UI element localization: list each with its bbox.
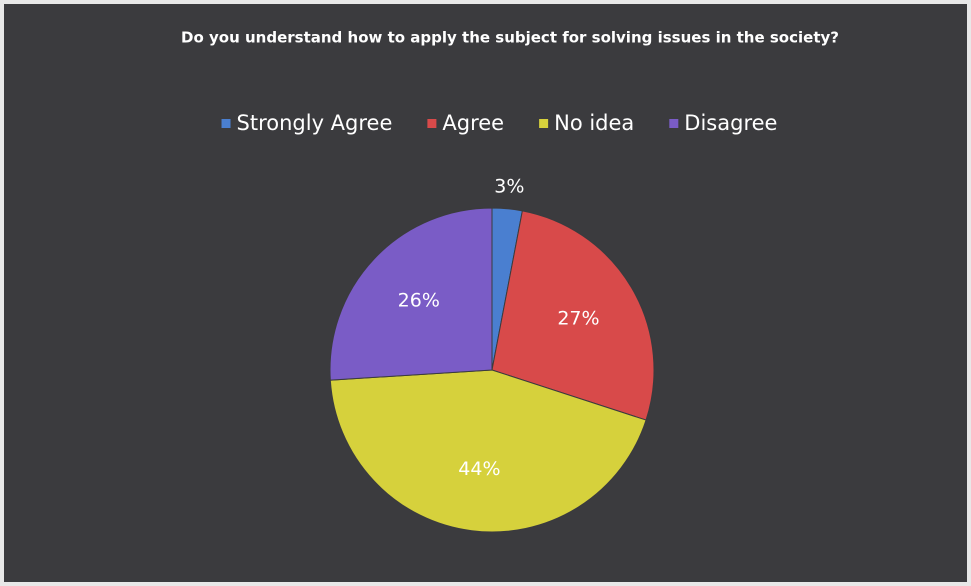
legend-label: Agree [442,111,504,135]
pie-slice [491,210,655,421]
pie-slice [329,207,493,381]
data-label: 3% [494,175,524,197]
legend-label: No idea [554,111,634,135]
legend-marker [669,119,679,128]
legend-marker [427,119,437,128]
data-label: 44% [458,458,500,480]
legend-marker [539,119,549,128]
legend-label: Disagree [684,111,777,135]
chart-title: Do you understand how to apply the subje… [181,29,839,47]
legend-label: Strongly Agree [237,111,393,135]
data-label: 27% [557,307,599,329]
pie-slice [329,369,647,533]
legend-marker [221,119,231,128]
data-label: 26% [398,290,440,312]
